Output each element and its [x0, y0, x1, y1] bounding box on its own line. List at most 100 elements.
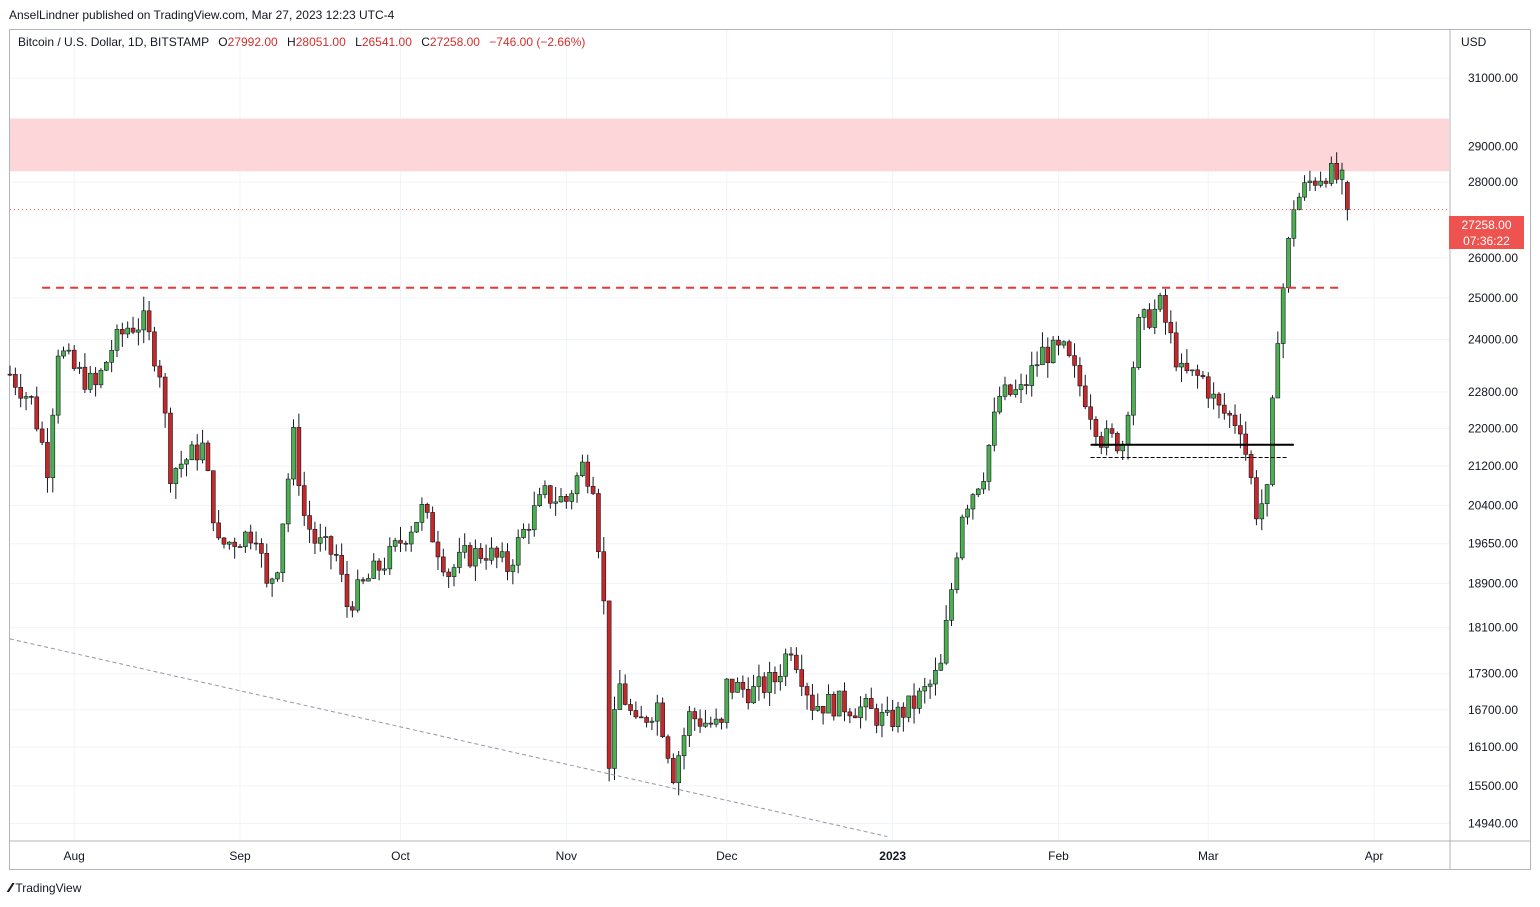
annotation-lines-layer	[9, 209, 1449, 838]
candle-up	[938, 662, 944, 671]
candle-down	[13, 374, 18, 388]
candle-up	[815, 706, 821, 711]
candle-up	[114, 329, 120, 351]
candle-down	[601, 551, 607, 602]
high-value: H28051.00	[287, 35, 346, 49]
candle-down	[590, 485, 596, 494]
open-value: O27992.00	[218, 35, 277, 49]
price-tick-label: 26000.00	[1468, 251, 1518, 265]
open-label: O	[218, 35, 228, 49]
candle-down	[820, 706, 826, 714]
candle-down	[1254, 477, 1259, 520]
candle-down	[162, 376, 168, 414]
candle-up	[1179, 362, 1184, 368]
candle-down	[248, 531, 254, 544]
candle-up	[136, 329, 141, 333]
candle-up	[681, 735, 687, 757]
candle-up	[1280, 287, 1286, 344]
candle-down	[7, 373, 13, 376]
price-tick-label: 28000.00	[1468, 175, 1518, 189]
candle-down	[1163, 295, 1168, 323]
last-price-value: 27258.00	[1461, 218, 1512, 232]
candle-down	[130, 327, 136, 333]
candle-up	[1018, 384, 1024, 390]
candle-up	[612, 709, 617, 769]
candle-down	[339, 555, 344, 575]
price-tick-label: 31000.00	[1468, 71, 1518, 85]
candle-down	[29, 396, 34, 398]
candle-down	[253, 542, 259, 545]
candle-up	[954, 557, 960, 590]
candle-down	[1238, 425, 1243, 435]
candle-up	[510, 564, 516, 572]
candle-down	[547, 485, 553, 504]
change-value: −746.00 (−2.66%)	[489, 35, 586, 49]
time-tick-label: Mar	[1198, 849, 1219, 863]
candle-down	[794, 654, 799, 670]
candle-up	[1120, 444, 1125, 452]
candle-up	[885, 709, 890, 713]
candle-down	[157, 365, 163, 378]
currency-label: USD	[1461, 35, 1487, 49]
candle-down	[1216, 393, 1222, 406]
candle-down	[494, 547, 500, 558]
candle-down	[1115, 433, 1120, 452]
candle-down	[120, 329, 125, 335]
publish-header: AnselLindner published on TradingView.co…	[9, 8, 395, 22]
candle-down	[692, 711, 698, 720]
price-axis[interactable]: 31000.00 29000.00 28000.00 26000.00 25000.00…	[1468, 71, 1518, 830]
candle-up	[275, 572, 280, 580]
candle-down	[467, 545, 473, 567]
candle-down	[719, 718, 724, 723]
candle-up	[55, 355, 61, 416]
candle-up	[109, 350, 114, 363]
candle-up	[751, 686, 756, 704]
candle-up	[917, 690, 922, 709]
candle-up	[173, 468, 179, 484]
high-number: 28051.00	[295, 35, 346, 49]
candle-up	[687, 711, 692, 736]
price-tick-label: 20400.00	[1468, 498, 1518, 512]
candle-up	[654, 702, 660, 722]
bar-countdown: 07:36:22	[1463, 234, 1510, 248]
candle-down	[644, 717, 649, 723]
candle-down	[1345, 182, 1350, 210]
candle-down	[334, 554, 339, 556]
candle-down	[1227, 412, 1232, 416]
candle-down	[868, 698, 874, 709]
candle-down	[1232, 414, 1238, 426]
time-axis[interactable]: Aug Sep Oct Nov Dec 2023 Feb Mar Apr	[64, 849, 1384, 863]
candle-down	[1024, 384, 1029, 386]
candle-up	[371, 560, 377, 579]
candle-up	[649, 720, 655, 723]
candle-up	[1141, 309, 1147, 318]
candle-up	[1061, 341, 1067, 346]
price-tick-label: 21200.00	[1468, 459, 1518, 473]
candle-down	[18, 387, 23, 399]
candle-up	[227, 541, 232, 545]
candle-up	[291, 427, 296, 480]
candle-down	[1088, 406, 1093, 420]
candle-up	[986, 444, 992, 482]
candle-down	[1312, 180, 1318, 186]
grid-lines	[10, 30, 1449, 840]
candle-up	[1189, 369, 1195, 372]
candle-up	[1307, 180, 1313, 183]
candle-down	[39, 428, 45, 443]
candle-up	[836, 690, 842, 717]
candle-up	[927, 683, 933, 687]
candle-down	[34, 396, 40, 430]
candle-up	[1040, 346, 1045, 366]
candle-down	[772, 672, 778, 683]
candle-down	[1082, 385, 1088, 408]
open-number: 27992.00	[227, 35, 278, 49]
candle-down	[761, 676, 767, 693]
price-tick-label: 22800.00	[1468, 385, 1518, 399]
candle-up	[457, 551, 462, 568]
symbol-name: Bitcoin / U.S. Dollar, 1D, BITSTAMP	[18, 35, 209, 49]
candle-down	[264, 553, 270, 584]
tradingview-brand[interactable]: ⁄⁄ TradingView	[9, 880, 81, 895]
candle-up	[125, 327, 130, 335]
candle-down	[831, 694, 837, 717]
